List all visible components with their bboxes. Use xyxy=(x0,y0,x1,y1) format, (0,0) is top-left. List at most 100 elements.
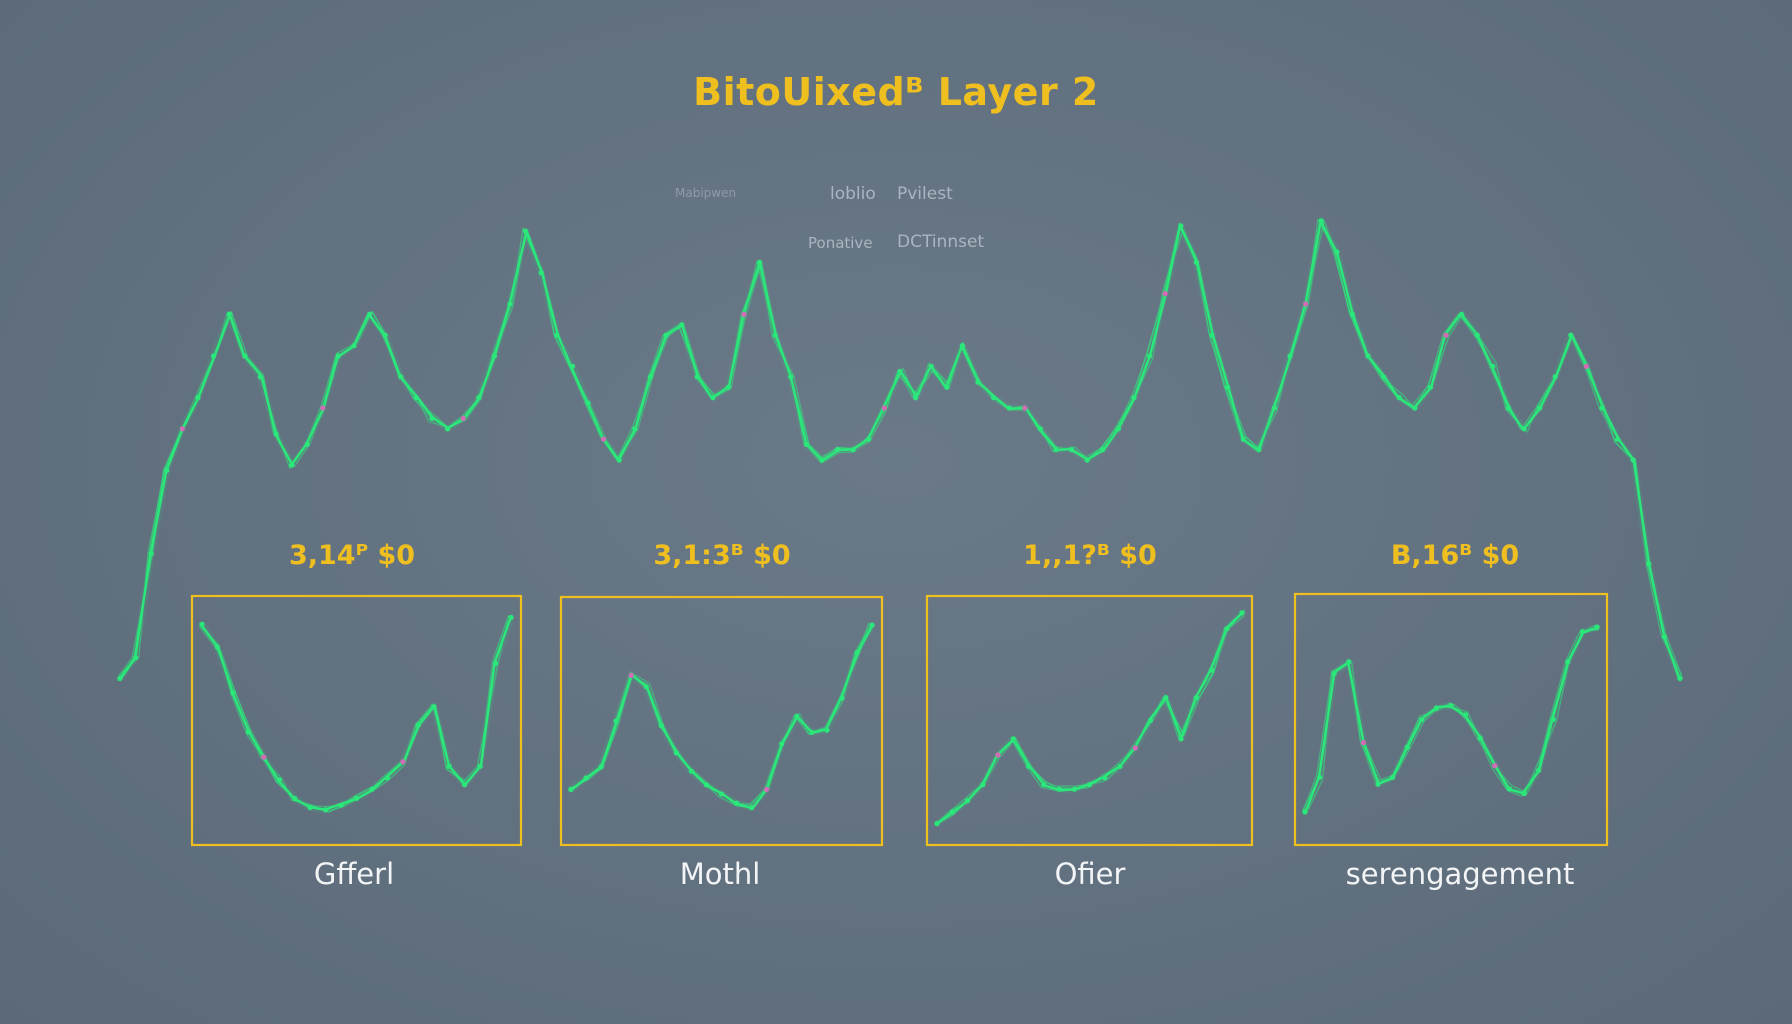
panel-3-series-sketch xyxy=(939,615,1246,821)
panel-label-2: Mothl xyxy=(679,857,761,891)
main-point xyxy=(1131,395,1137,401)
panel-2-point xyxy=(658,723,664,729)
panel-1-point xyxy=(261,754,267,760)
panel-2-point xyxy=(568,786,574,793)
panel-3-point xyxy=(934,820,940,827)
main-point xyxy=(616,457,622,463)
panel-4-point xyxy=(1433,705,1439,711)
main-series-line xyxy=(119,220,1681,680)
panel-2-point xyxy=(643,684,649,690)
panel-3 xyxy=(925,594,1254,847)
panel-1-point xyxy=(245,729,251,735)
panel-4-series-sketch xyxy=(1302,624,1596,812)
main-point xyxy=(382,332,388,338)
panel-3-point xyxy=(1102,775,1108,781)
panel-3-point xyxy=(1163,695,1169,701)
panel-value-label-4: B,16ᴮ $0 xyxy=(1390,540,1520,571)
panel-1-point xyxy=(230,690,236,696)
main-point xyxy=(1599,405,1605,411)
main-point xyxy=(1147,353,1153,359)
panel-3-point xyxy=(1224,626,1230,632)
panel-2-point xyxy=(718,791,725,797)
panel-1 xyxy=(190,594,523,847)
main-point xyxy=(1661,634,1667,640)
main-point xyxy=(335,353,341,359)
main-point xyxy=(1615,436,1621,442)
main-point xyxy=(195,395,201,401)
main-point xyxy=(1646,561,1652,567)
panel-3-point xyxy=(1147,717,1154,724)
main-point xyxy=(1022,405,1028,411)
main-point xyxy=(866,436,872,442)
main-point xyxy=(1677,675,1683,682)
panel-1-point xyxy=(493,660,499,666)
main-point xyxy=(1037,426,1043,432)
panel-label-3: Ofier xyxy=(1054,857,1126,891)
main-point xyxy=(117,675,123,682)
main-point xyxy=(491,353,497,359)
panel-1-point xyxy=(307,804,313,811)
main-point xyxy=(242,353,248,359)
panel-value-label-1: 3,14ᴾ $0 xyxy=(288,540,416,571)
main-point xyxy=(881,405,888,411)
main-point xyxy=(273,431,279,437)
panel-1-point xyxy=(384,775,390,781)
main-point xyxy=(913,395,919,401)
panel-2-point xyxy=(809,729,815,736)
main-point xyxy=(975,379,981,385)
chart-title: BitoUixedᴮ Layer 2 xyxy=(693,70,1099,114)
main-point xyxy=(1537,405,1543,411)
main-point xyxy=(1490,363,1496,369)
panel-4-point xyxy=(1506,786,1512,792)
panel-4-point xyxy=(1375,781,1381,787)
main-series-layer xyxy=(116,217,1684,682)
main-point xyxy=(1521,426,1527,432)
main-point xyxy=(1006,405,1012,411)
panel-1-point xyxy=(431,704,437,710)
panel-2-series-glow xyxy=(567,621,876,812)
panel-2-point xyxy=(688,768,695,774)
panel-2-point xyxy=(733,800,740,806)
main-point xyxy=(1240,436,1246,442)
main-point xyxy=(1396,395,1402,401)
panel-2-point xyxy=(613,718,619,724)
main-point xyxy=(1568,332,1574,338)
main-point xyxy=(1193,259,1199,265)
panel-4-point xyxy=(1492,763,1498,769)
main-point xyxy=(179,426,185,432)
panel-3-point xyxy=(1010,736,1016,742)
main-point xyxy=(741,311,747,317)
panel-3-series-sketch xyxy=(936,609,1246,826)
panel-value-label-2: 3,1:3ᴮ $0 xyxy=(653,540,791,571)
main-point xyxy=(538,270,544,276)
panel-2-point xyxy=(794,713,800,720)
panel-2-point xyxy=(703,782,710,788)
panel-value-label-3: 1,,1?ᴮ $0 xyxy=(1023,540,1157,571)
legend-text-2: loblio xyxy=(830,184,876,204)
panel-3-series-sketch xyxy=(938,615,1240,824)
main-series-glow xyxy=(116,217,1684,682)
panel-3-point xyxy=(995,752,1001,758)
main-point xyxy=(211,353,217,359)
main-point xyxy=(1162,291,1168,297)
main-point xyxy=(1552,374,1558,380)
main-series-sketch xyxy=(116,218,1679,681)
main-point xyxy=(1443,332,1449,338)
panel-1-point xyxy=(400,759,406,765)
panel-4-point xyxy=(1550,716,1556,723)
panel-4-point xyxy=(1390,774,1396,780)
main-point xyxy=(835,447,841,453)
panel-3-point xyxy=(1041,782,1047,788)
main-point xyxy=(725,384,732,390)
main-point xyxy=(1115,426,1121,432)
main-point xyxy=(1271,405,1277,411)
panel-frame-1 xyxy=(190,594,523,847)
main-point xyxy=(460,415,466,421)
main-point xyxy=(710,395,716,401)
main-point xyxy=(585,400,591,406)
panel-4-point xyxy=(1331,670,1337,676)
panel-4-point xyxy=(1477,735,1483,741)
main-point xyxy=(413,395,419,401)
panel-3-point xyxy=(949,809,955,815)
